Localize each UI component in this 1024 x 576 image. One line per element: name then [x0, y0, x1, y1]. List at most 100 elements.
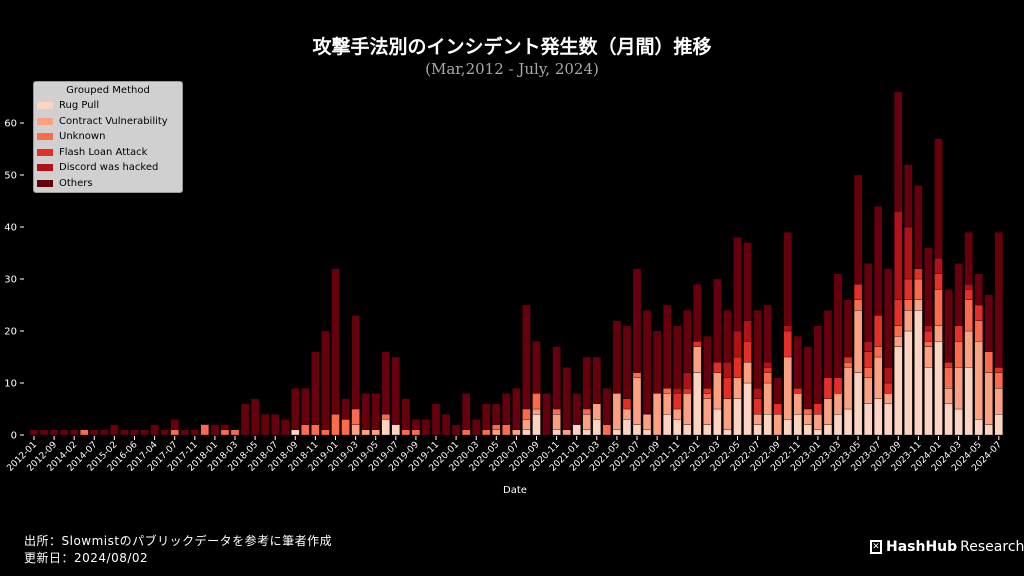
- bar-segment-others: [743, 242, 752, 321]
- bar-segment-others: [441, 414, 451, 436]
- bar-segment-others: [833, 273, 843, 378]
- bar-segment-rug-pull: [823, 424, 833, 436]
- bar-segment-others: [703, 336, 712, 389]
- bar-segment-others: [783, 232, 792, 326]
- bar-segment-contract-vulnerability: [683, 393, 692, 425]
- bar-segment-contract-vulnerability: [582, 414, 591, 430]
- bar-segment-discord-was-hacked: [763, 362, 772, 368]
- bar-segment-contract-vulnerability: [713, 372, 722, 410]
- bar-segment-flash-loan-attack: [864, 351, 873, 368]
- bar-segment-rug-pull: [733, 398, 742, 436]
- bar-segment-contract-vulnerability: [984, 372, 993, 425]
- legend-label: Contract Vulnerability: [59, 115, 168, 127]
- bar-segment-contract-vulnerability: [833, 393, 843, 415]
- bar-segment-others: [642, 310, 652, 415]
- bar-segment-rug-pull: [934, 341, 943, 436]
- legend-item: Rug Pull: [34, 98, 182, 114]
- bar-segment-unknown: [532, 393, 541, 410]
- bar-segment-flash-loan-attack: [622, 398, 632, 410]
- bar-segment-others: [361, 393, 370, 430]
- bar-segment-contract-vulnerability: [813, 414, 823, 430]
- bar-segment-rug-pull: [833, 414, 843, 436]
- bar-segment-others: [421, 419, 431, 436]
- bar-segment-unknown: [170, 429, 179, 436]
- bar-segment-others: [70, 429, 79, 436]
- bar-segment-flash-loan-attack: [743, 341, 752, 363]
- bar-segment-rug-pull: [793, 414, 802, 436]
- bar-segment-unknown: [864, 367, 873, 378]
- bar-segment-unknown: [994, 372, 1003, 389]
- bar-segment-flash-loan-attack: [733, 356, 742, 378]
- bar-segment-rug-pull: [743, 382, 752, 436]
- bar-segment-contract-vulnerability: [492, 429, 501, 436]
- bar-segment-contract-vulnerability: [964, 330, 973, 368]
- bar-segment-flash-loan-attack: [843, 356, 853, 363]
- bar-segment-others: [592, 356, 601, 404]
- bar-segment-flash-loan-attack: [813, 403, 823, 415]
- bar-segment-rug-pull: [803, 424, 812, 436]
- bar-segment-contract-vulnerability: [693, 346, 702, 373]
- bar-segment-others: [813, 325, 823, 404]
- bar-segment-others: [823, 310, 833, 378]
- bar-segment-others: [401, 398, 411, 430]
- bar-segment-flash-loan-attack: [884, 382, 893, 394]
- bar-segment-others: [552, 346, 561, 410]
- bar-segment-others: [612, 320, 622, 394]
- bar-segment-others: [210, 424, 220, 436]
- x-axis: 2012-012012-092014-022014-072015-022016-…: [5, 436, 1004, 474]
- updated-date: 更新日：2024/08/02: [24, 551, 149, 565]
- legend-title: Grouped Method: [66, 85, 150, 96]
- bar-segment-flash-loan-attack: [693, 341, 702, 347]
- bar-segment-others: [713, 278, 722, 363]
- bar-segment-others: [763, 304, 772, 363]
- bar-segment-others: [753, 310, 762, 389]
- bar-segment-others: [632, 268, 642, 373]
- bar-segment-rug-pull: [703, 424, 712, 436]
- bar-segment-rug-pull: [381, 419, 390, 436]
- y-tick-label: 30: [4, 275, 17, 286]
- bar-segment-others: [351, 315, 360, 410]
- bar-segment-unknown: [944, 367, 953, 389]
- bar-segment-others: [29, 429, 39, 436]
- bar-segment-flash-loan-attack: [703, 388, 712, 394]
- bar-segment-contract-vulnerability: [914, 299, 923, 311]
- bar-segment-contract-vulnerability: [351, 424, 360, 436]
- legend-label: Flash Loan Attack: [59, 146, 148, 158]
- bar-segment-rug-pull: [532, 414, 541, 436]
- bar-segment-flash-loan-attack: [673, 393, 682, 410]
- bar-segment-contract-vulnerability: [924, 346, 933, 368]
- bar-segment-rug-pull: [612, 429, 622, 436]
- bar-segment-others: [924, 247, 933, 326]
- bar-segment-others: [954, 263, 963, 326]
- bar-segment-flash-loan-attack: [853, 284, 863, 300]
- bar-segment-discord-was-hacked: [934, 258, 943, 274]
- bar-segment-others: [150, 424, 159, 436]
- bar-segment-unknown: [924, 341, 933, 347]
- y-tick-label: 20: [4, 327, 17, 338]
- bar-segment-unknown: [663, 388, 672, 394]
- bar-segment-rug-pull: [693, 372, 702, 436]
- bar-segment-unknown: [461, 429, 471, 436]
- bar-segment-flash-loan-attack: [683, 388, 692, 394]
- bar-segment-unknown: [582, 408, 591, 415]
- bar-segment-others: [843, 299, 853, 358]
- bar-segment-rug-pull: [632, 424, 642, 436]
- bar-segment-others: [391, 356, 400, 425]
- y-axis: 0 10 20 30 40 50 60: [4, 119, 24, 442]
- bar-segment-discord-was-hacked: [964, 284, 973, 290]
- bar-segment-rug-pull: [853, 372, 863, 436]
- bar-segment-others: [482, 403, 491, 430]
- bar-segment-rug-pull: [622, 419, 632, 436]
- legend-label: Unknown: [59, 131, 106, 143]
- bar-segment-rug-pull: [683, 424, 692, 436]
- bar-segment-others: [321, 330, 330, 430]
- bar-segment-rug-pull: [592, 419, 601, 436]
- bar-segment-contract-vulnerability: [934, 325, 943, 342]
- legend-item: Others: [34, 176, 182, 192]
- bar-segment-others: [39, 429, 49, 436]
- bar-segment-others: [673, 325, 682, 389]
- bar-segment-flash-loan-attack: [944, 362, 953, 368]
- bar-segment-contract-vulnerability: [371, 429, 380, 436]
- bar-segment-unknown: [351, 408, 360, 425]
